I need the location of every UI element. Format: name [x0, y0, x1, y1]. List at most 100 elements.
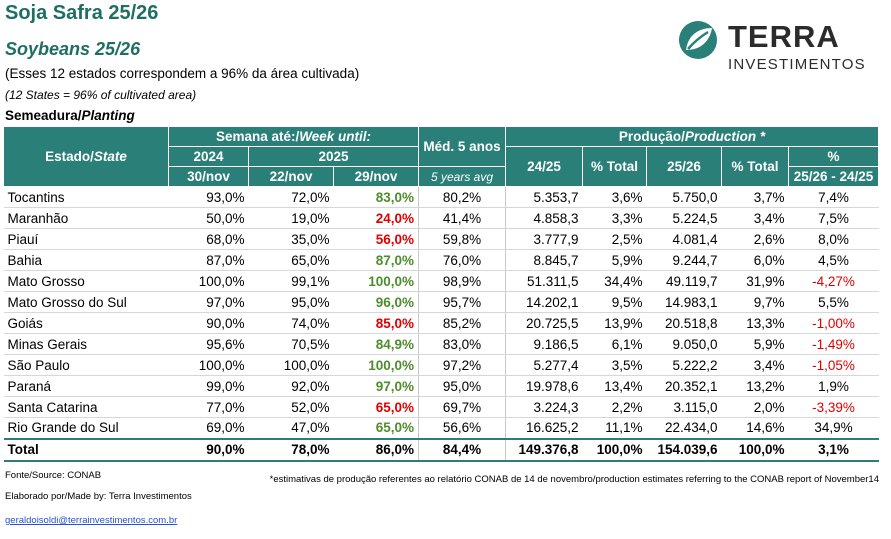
- cell-pct2: 3,4%: [721, 207, 789, 229]
- cell-prod2526: 9.244,7: [646, 249, 722, 271]
- col-header-2425: 24/25: [505, 146, 583, 187]
- col-header-date-2: 29/nov: [333, 166, 419, 187]
- cell-state: Tocantins: [3, 186, 169, 208]
- cell-pct2: 6,0%: [721, 249, 789, 271]
- cell-prod2526: 22.434,0: [664, 420, 718, 436]
- cell-p22: 19,0%: [248, 207, 334, 229]
- cell-state: Maranhão: [3, 207, 169, 229]
- cell-state: Paraná: [3, 375, 169, 397]
- cell-pct1: 2,2%: [582, 396, 647, 418]
- cell-prod2526: 5.222,2: [646, 354, 722, 376]
- cell-pct1: 3,5%: [582, 354, 647, 376]
- table-body: Tocantins 93,0% 72,0% 83,0% 80,2% 5.353,7 3,6%…: [3, 186, 879, 439]
- table-row: Rio Grande do Sul 69,0% 47,0% 65,0% 56,6% 16.…: [4, 417, 879, 439]
- total-label: Total: [3, 437, 169, 462]
- cell-pct2: 13,2%: [721, 375, 789, 397]
- cell-p2024: 100,0%: [168, 354, 249, 376]
- cell-prod2526: 20.518,8: [646, 312, 722, 334]
- cell-p22: 74,0%: [248, 312, 334, 334]
- cell-prod2425: 8.845,7: [505, 249, 583, 271]
- cell-var: 34,9%: [814, 420, 853, 436]
- cell-pct1: 6,1%: [582, 333, 647, 355]
- cell-prod2425: 16.625,2: [525, 420, 579, 436]
- cell-state: Goiás: [3, 312, 169, 334]
- cell-var: 5,5%: [788, 291, 879, 313]
- col-header-production: Produção/Production *: [504, 126, 880, 147]
- cell-var: 4,5%: [788, 249, 879, 271]
- cell-p29: 24,0%: [333, 207, 419, 229]
- logo-name: TERRA: [728, 19, 840, 54]
- cell-var: -3,39%: [788, 396, 879, 418]
- cell-p29: 84,9%: [333, 333, 419, 355]
- page-subtitle: Soybeans 25/26: [5, 39, 141, 59]
- cell-p29: 100,0%: [333, 270, 419, 292]
- cell-pct2: 2,0%: [721, 396, 789, 418]
- cell-pct2: 14,6%: [746, 420, 785, 436]
- cell-p22: 99,1%: [248, 270, 334, 292]
- cell-avg: 41,4%: [418, 207, 506, 229]
- col-header-state: Estado/State: [3, 126, 169, 187]
- cell-pct2: 2,6%: [721, 228, 789, 250]
- cell-p29: 65,0%: [333, 396, 419, 418]
- col-header-pct: %: [787, 146, 880, 167]
- planting-table: Estado/State Semana até:/Week until: Méd…: [3, 126, 880, 462]
- cell-prod2425: 20.725,5: [505, 312, 583, 334]
- col-header-media-en: 5 years avg: [418, 166, 506, 187]
- cell-p22: 70,5%: [248, 333, 334, 355]
- cell-prod2526: 14.983,1: [646, 291, 722, 313]
- cell-p22: 47,0%: [291, 420, 330, 436]
- total-prod2425: 149.376,8: [505, 437, 583, 462]
- total-pct2: 100,0%: [721, 437, 789, 462]
- total-p22: 78,0%: [248, 437, 334, 462]
- cell-avg: 59,8%: [418, 228, 506, 250]
- cell-prod2425: 9.186,5: [505, 333, 583, 355]
- cell-prod2425: 51.311,5: [505, 270, 583, 292]
- cell-prod2526: 49.119,7: [646, 270, 722, 292]
- cell-var: 7,4%: [788, 186, 879, 208]
- cell-avg: 69,7%: [418, 396, 506, 418]
- cell-p2024: 93,0%: [168, 186, 249, 208]
- cell-prod2526: 9.050,0: [646, 333, 722, 355]
- cell-pct2: 5,9%: [721, 333, 789, 355]
- cell-pct2: 13,3%: [721, 312, 789, 334]
- cell-prod2425: 19.978,6: [505, 375, 583, 397]
- cell-p22: 65,0%: [248, 249, 334, 271]
- terra-leaf-icon: [679, 21, 717, 59]
- cell-p29: 83,0%: [333, 186, 419, 208]
- col-header-pct-range: 25/26 - 24/25: [787, 166, 880, 187]
- cell-p2024: 77,0%: [168, 396, 249, 418]
- total-avg: 84,4%: [418, 437, 506, 462]
- cell-avg: 97,2%: [418, 354, 506, 376]
- table-row: Santa Catarina 77,0% 52,0% 65,0% 69,7% 3.224,…: [3, 396, 879, 418]
- total-pct1: 100,0%: [582, 437, 647, 462]
- col-header-2025: 2025: [248, 146, 419, 167]
- cell-avg: 80,2%: [418, 186, 506, 208]
- cell-p29: 65,0%: [333, 417, 419, 439]
- cell-prod2526: 4.081,4: [646, 228, 722, 250]
- coverage-note: (Esses 12 estados correspondem a 96% da …: [5, 66, 360, 81]
- cell-p2024: 69,0%: [206, 420, 245, 436]
- cell-p2024: 68,0%: [168, 228, 249, 250]
- cell-var: -1,00%: [788, 312, 879, 334]
- cell-state: Piauí: [3, 228, 169, 250]
- cell-p2024: 90,0%: [168, 312, 249, 334]
- cell-pct2: 31,9%: [721, 270, 789, 292]
- table-row: Paraná 99,0% 92,0% 97,0% 95,0% 19.978,6 13,4% 2…: [3, 375, 879, 397]
- contact-email-link[interactable]: geraldoisoldi@terrainvestimentos.com.br: [5, 515, 178, 526]
- table-row: Piauí 68,0% 35,0% 56,0% 59,8% 3.777,9 2,5% 4.08…: [3, 228, 879, 250]
- col-header-2024: 2024: [168, 146, 249, 167]
- cell-prod2425: 3.224,3: [505, 396, 583, 418]
- cell-p29: 87,0%: [333, 249, 419, 271]
- coverage-note-en: (12 States = 96% of cultivated area): [5, 88, 197, 102]
- cell-p22: 35,0%: [248, 228, 334, 250]
- cell-prod2425: 14.202,1: [505, 291, 583, 313]
- cell-p2024: 50,0%: [168, 207, 249, 229]
- cell-state: Mato Grosso do Sul: [3, 291, 169, 313]
- logo-subtitle: INVESTIMENTOS: [728, 56, 866, 73]
- cell-pct2: 3,7%: [721, 186, 789, 208]
- cell-pct1: 34,4%: [582, 270, 647, 292]
- cell-var: 1,9%: [788, 375, 879, 397]
- cell-avg: 95,7%: [418, 291, 506, 313]
- made-by-note: Elaborado por/Made by: Terra Investiment…: [5, 491, 192, 502]
- cell-avg: 98,9%: [418, 270, 506, 292]
